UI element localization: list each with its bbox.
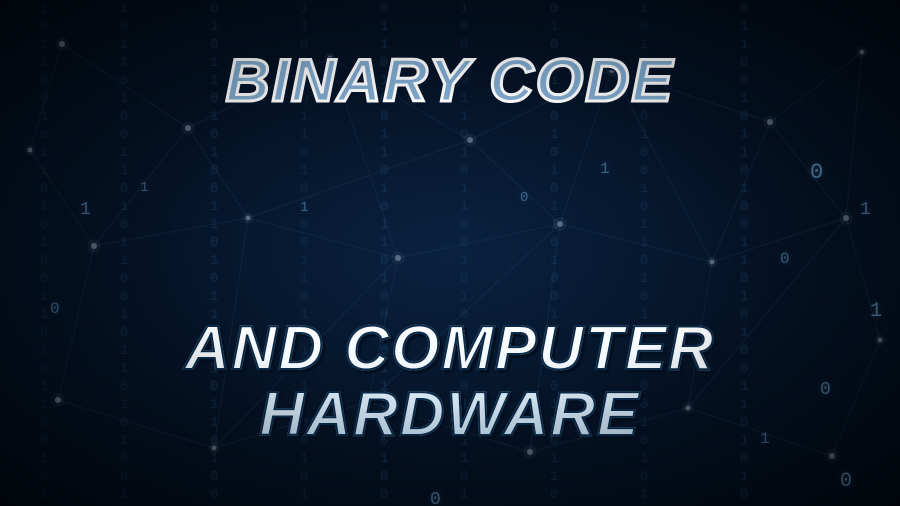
- title-top: BINARY CODE: [0, 46, 900, 115]
- title-bottom-line2: HARDWARE: [259, 380, 640, 449]
- title-bottom: AND COMPUTER HARDWARE: [0, 316, 900, 448]
- title-bottom-line1: AND COMPUTER: [185, 314, 715, 383]
